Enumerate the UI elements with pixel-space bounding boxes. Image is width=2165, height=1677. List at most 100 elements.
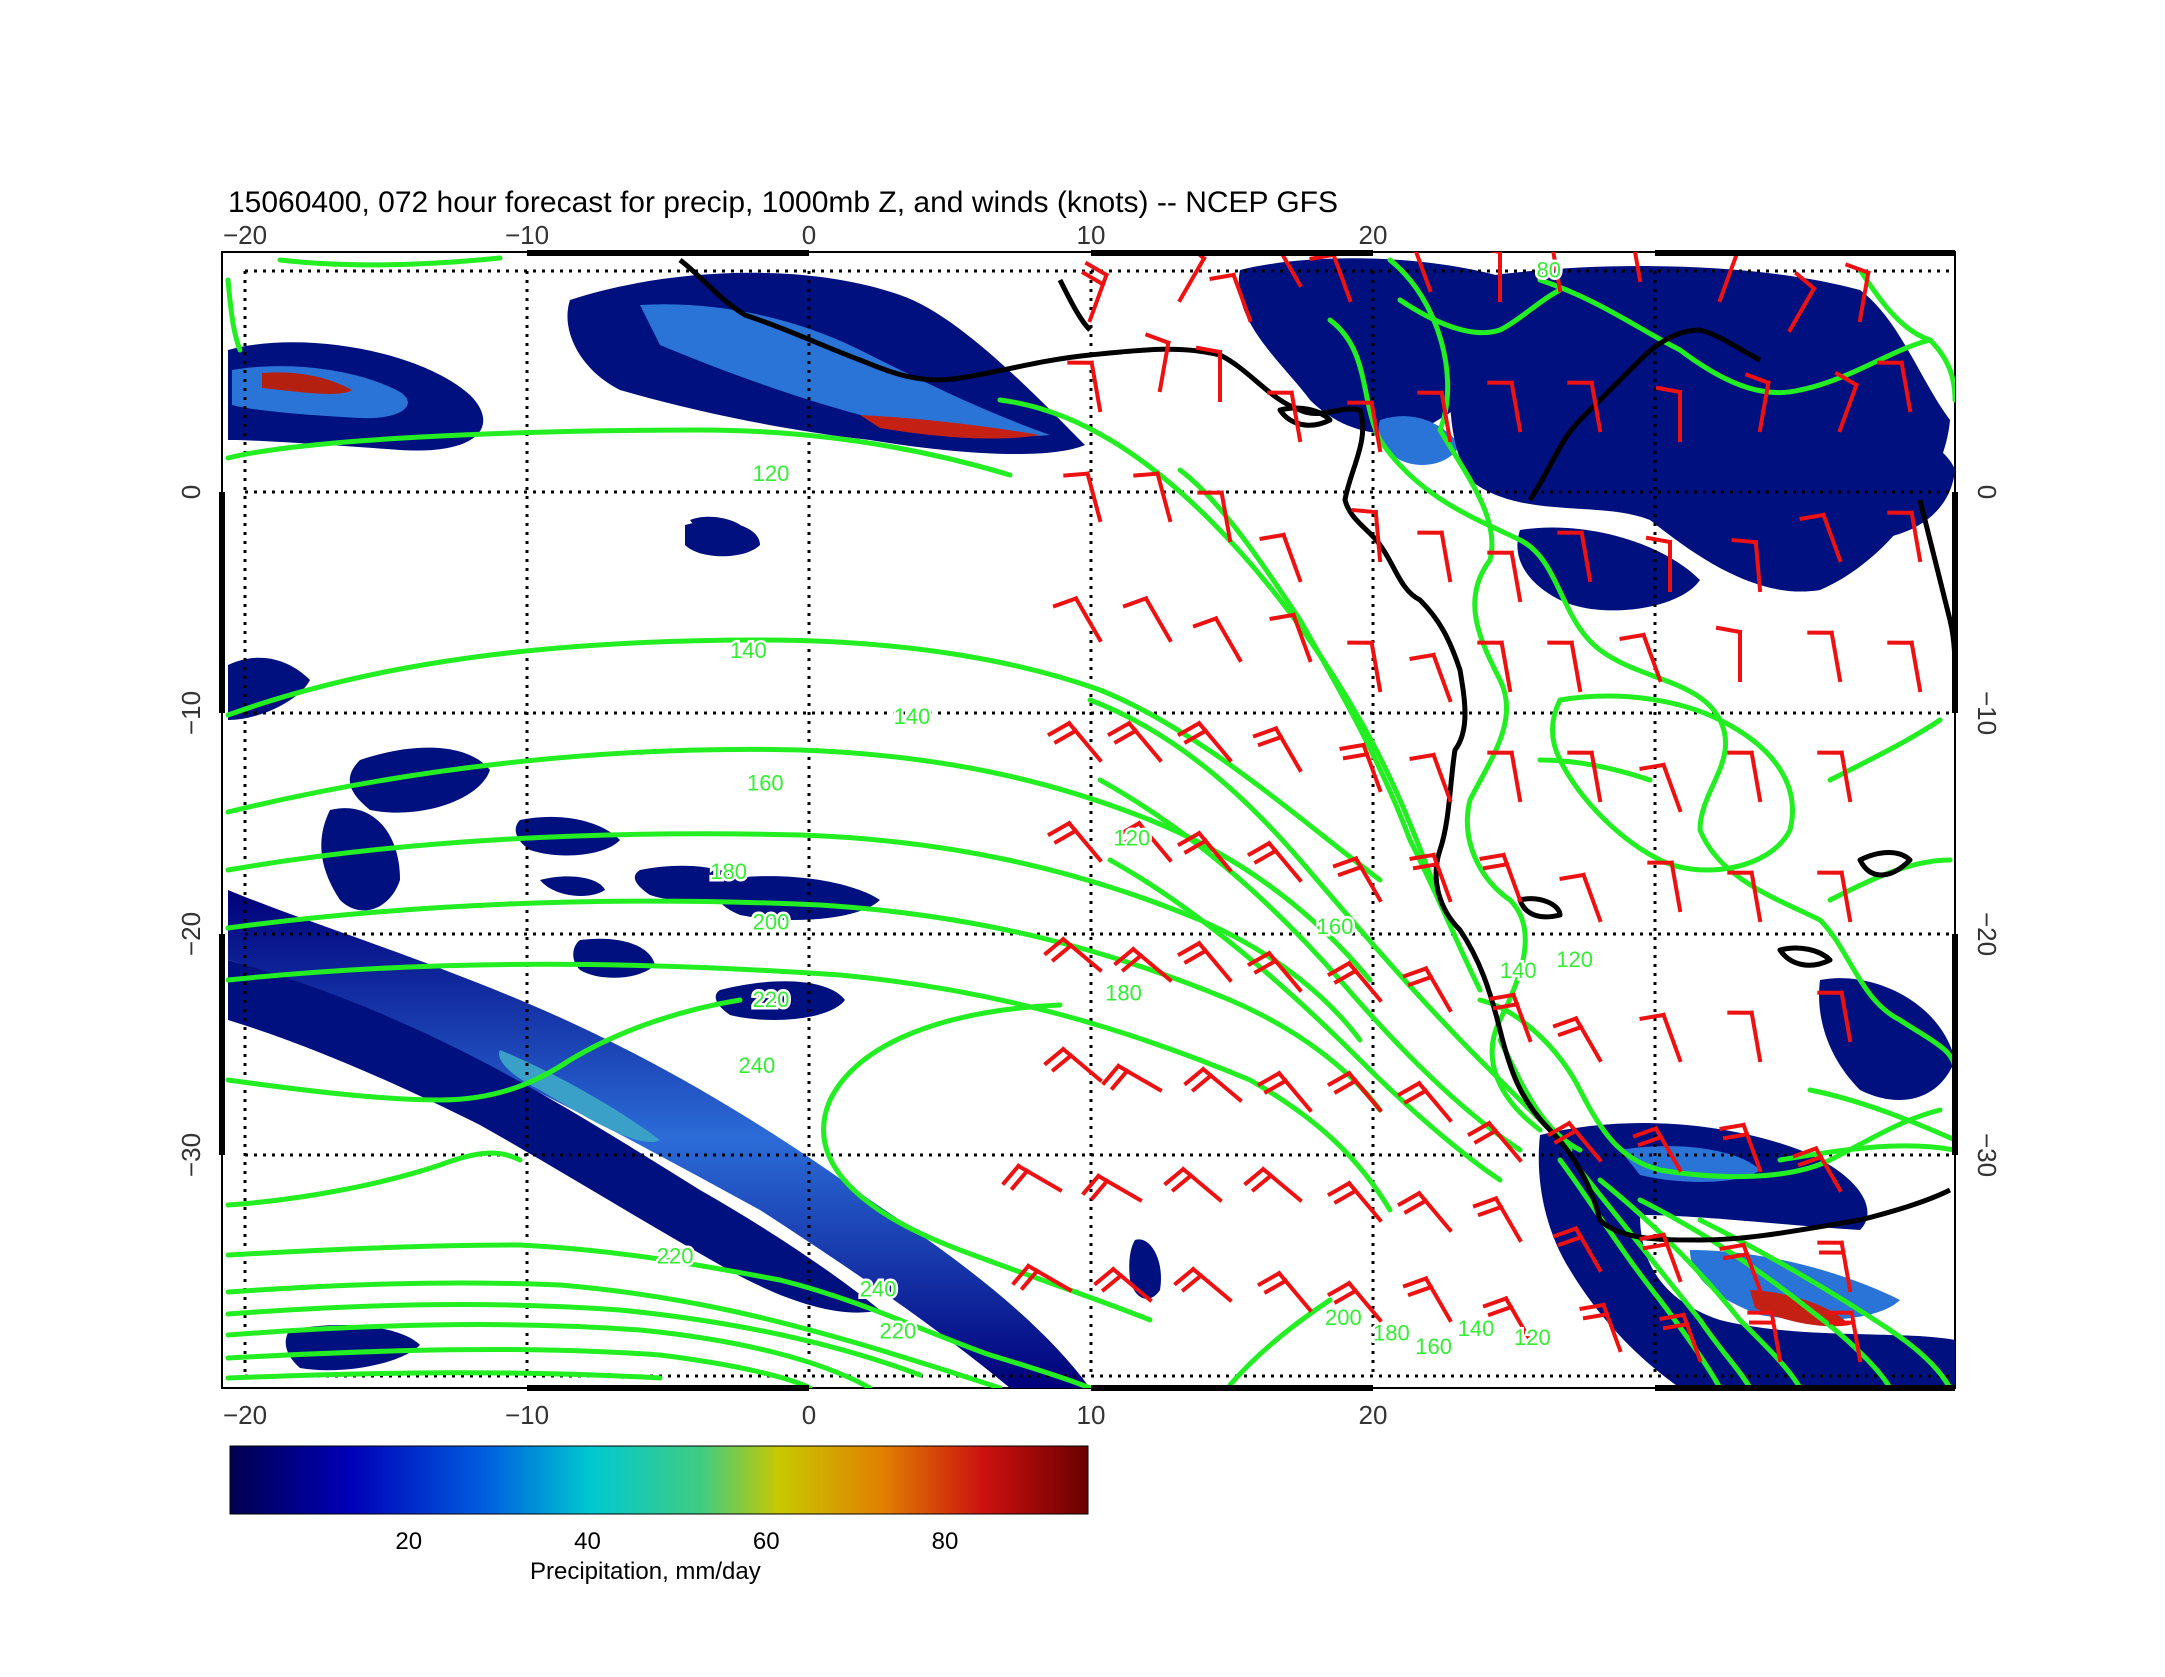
precip-area-w8	[573, 938, 655, 978]
precip-area-small1	[1129, 1239, 1161, 1299]
wind-barb	[1619, 632, 1663, 683]
wind-barb	[1645, 535, 1673, 592]
lat-label-left: 0	[176, 485, 206, 499]
wind-barb	[1817, 1240, 1853, 1293]
wind-barb	[1347, 640, 1383, 693]
contour-label: 120	[1514, 1325, 1551, 1350]
wind-barb	[1209, 272, 1253, 323]
contour-label: 160	[1317, 914, 1354, 939]
wind-barb	[1246, 840, 1303, 883]
contour-label: 220	[753, 987, 790, 1012]
lon-label-top: −20	[223, 220, 267, 250]
precip-area-sw-core	[499, 1050, 660, 1142]
wind-barb	[1246, 950, 1303, 993]
wind-barb	[1817, 990, 1853, 1043]
precip-area-sw-band	[228, 890, 1090, 1388]
wind-barb	[1052, 595, 1103, 643]
wind-barb	[1547, 640, 1583, 693]
lat-label-right: 0	[1972, 485, 2002, 499]
contour-label: 140	[894, 704, 931, 729]
wind-barb	[1183, 1066, 1243, 1103]
wind-barb	[1046, 820, 1103, 863]
wind-barb	[1417, 530, 1453, 583]
contour-label: 140	[0, 295, 19, 320]
wind-barb	[1326, 1070, 1383, 1113]
wind-barb	[1351, 507, 1383, 563]
precip-area-small2	[690, 516, 745, 535]
lon-label-bottom: 0	[802, 1400, 816, 1430]
wind-barbs	[1001, 252, 1923, 1363]
geopotential-contours	[225, 255, 1955, 1388]
contour-label: 180	[1373, 1321, 1410, 1346]
precip-area-ne2	[1517, 527, 1700, 611]
lon-label-bottom: −10	[505, 1400, 549, 1430]
wind-barb	[1101, 1063, 1163, 1093]
contour-label: 120	[19, 1352, 56, 1377]
wind-barb	[1417, 390, 1453, 443]
precip-area-sw-bottom	[285, 1325, 420, 1371]
contour-label: 160	[1415, 1334, 1452, 1359]
precip-area-w6	[715, 876, 880, 920]
precip-area-w7	[715, 981, 845, 1020]
contour-label: 220	[19, 1186, 56, 1211]
wind-barb	[1477, 640, 1513, 693]
contour-label: 140	[730, 638, 767, 663]
contour-label: 200	[753, 910, 790, 935]
wind-barb	[1639, 1012, 1683, 1063]
wind-barb	[1011, 1263, 1073, 1293]
lon-label-bottom: 20	[1359, 1400, 1388, 1430]
contour-label: 120	[1556, 947, 1593, 972]
precip-area-nw-max	[262, 372, 352, 394]
wind-barb	[1332, 855, 1383, 903]
wind-barb	[1887, 510, 1923, 563]
lon-label-top: 0	[802, 220, 816, 250]
precip-area-sa-storm	[1538, 1123, 1955, 1388]
precip-area-north-core	[640, 304, 1050, 437]
wind-barb	[1396, 1080, 1453, 1123]
wind-barb	[1402, 965, 1453, 1013]
wind-barb	[1256, 1270, 1313, 1313]
wind-barb	[1546, 1120, 1603, 1163]
wind-barb	[1727, 870, 1763, 923]
contour-label: 80	[1537, 258, 1561, 283]
wind-barb	[1176, 830, 1233, 873]
wind-barb	[1482, 1295, 1533, 1343]
wind-barb	[1001, 1163, 1063, 1193]
wind-barb	[1719, 1122, 1763, 1173]
lon-label-top: 10	[1077, 220, 1106, 250]
wind-barb	[1787, 271, 1817, 333]
precipitation-field	[228, 258, 1955, 1388]
wind-barb	[1827, 1310, 1863, 1363]
wind-barb	[1269, 612, 1313, 663]
contour-label: 180	[1105, 980, 1142, 1005]
wind-barb	[1093, 1266, 1153, 1303]
wind-barb	[1719, 1242, 1763, 1293]
precip-area-small3	[540, 876, 605, 896]
wind-barb	[1256, 1070, 1313, 1113]
contour-label: 220	[657, 1243, 694, 1268]
wind-barb	[1347, 400, 1383, 453]
wind-barb	[1144, 332, 1171, 393]
contour-label: 160	[747, 770, 784, 795]
wind-barb	[1877, 360, 1913, 413]
wind-barb	[1122, 595, 1173, 643]
wind-barb	[1489, 992, 1533, 1043]
colorbar-label: Precipitation, mm/day	[530, 1558, 761, 1585]
wind-barb	[1472, 1195, 1523, 1243]
wind-barb	[1409, 752, 1453, 803]
coastline	[678, 258, 1955, 1243]
wind-barb	[1887, 640, 1923, 693]
lat-label-right: −30	[1972, 1133, 2002, 1177]
lon-label-top: 20	[1359, 220, 1388, 250]
precip-area-w1	[228, 657, 310, 720]
contour-labels: 1201401601802002202402202001801601401201…	[0, 255, 1595, 1377]
wind-barb	[1655, 385, 1683, 442]
wind-barb	[1043, 936, 1103, 973]
wind-barb	[1629, 252, 1643, 283]
wind-barb	[1747, 1310, 1783, 1363]
wind-barb	[1081, 1173, 1143, 1203]
colorbar-tick-label: 60	[752, 1528, 780, 1555]
contour-label: 160	[28, 1299, 65, 1324]
